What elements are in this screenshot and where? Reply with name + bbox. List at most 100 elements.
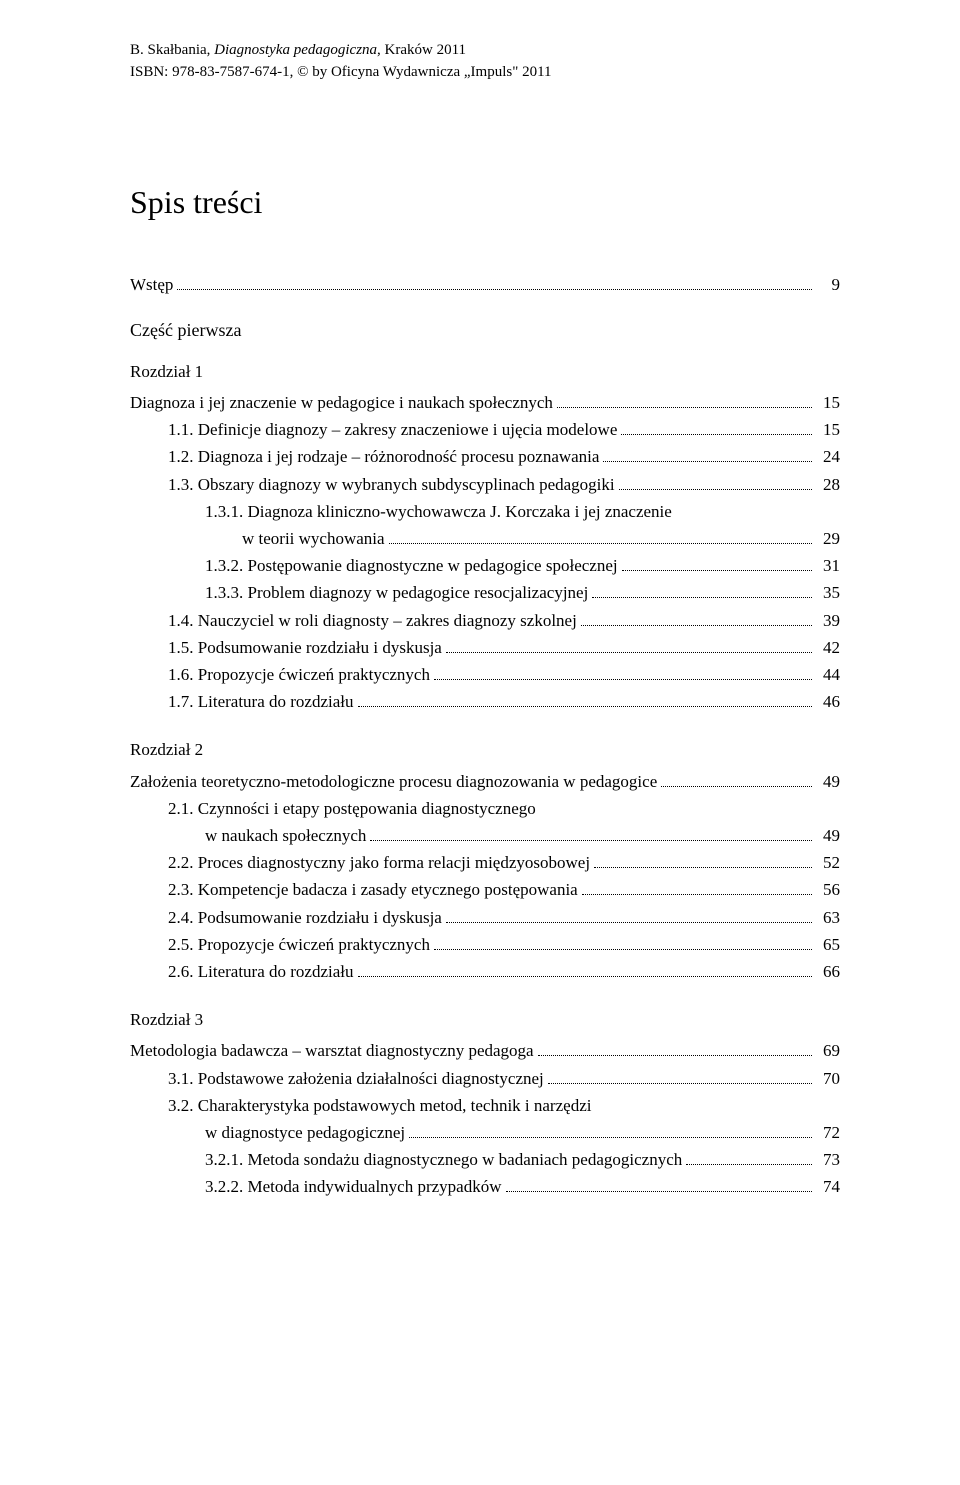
toc-page: 9 bbox=[816, 271, 840, 298]
toc-page: 24 bbox=[816, 443, 840, 470]
chapter-title-line: Założenia teoretyczno-metodologiczne pro… bbox=[130, 768, 840, 795]
toc-entry: 3.2. Charakterystyka podstawowych metod,… bbox=[130, 1092, 840, 1119]
toc-dots bbox=[557, 407, 812, 408]
toc-entry: 3.1. Podstawowe założenia działalności d… bbox=[130, 1065, 840, 1092]
toc-entry: 3.2.1. Metoda sondażu diagnostycznego w … bbox=[130, 1146, 840, 1173]
toc-dots bbox=[434, 949, 812, 950]
toc-dots bbox=[358, 976, 812, 977]
toc-label: 1.3.3. Problem diagnozy w pedagogice res… bbox=[205, 579, 588, 606]
toc-page: 29 bbox=[816, 525, 840, 552]
toc-page: 56 bbox=[816, 876, 840, 903]
toc-label: 3.2.2. Metoda indywidualnych przypadków bbox=[205, 1173, 502, 1200]
toc-label: 2.1. Czynności i etapy postępowania diag… bbox=[168, 795, 536, 822]
toc-page: 69 bbox=[816, 1037, 840, 1064]
toc-page: 73 bbox=[816, 1146, 840, 1173]
toc-dots bbox=[594, 867, 812, 868]
toc-entry: 1.3.1. Diagnoza kliniczno-wychowawcza J.… bbox=[130, 498, 840, 525]
toc-dots bbox=[177, 289, 812, 290]
toc-label: w teorii wychowania bbox=[242, 525, 385, 552]
toc-page: 49 bbox=[816, 822, 840, 849]
toc-entry: 1.5. Podsumowanie rozdziału i dyskusja 42 bbox=[130, 634, 840, 661]
toc-page: 46 bbox=[816, 688, 840, 715]
toc-label: 1.2. Diagnoza i jej rodzaje – różnorodno… bbox=[168, 443, 599, 470]
toc-label: 2.2. Proces diagnostyczny jako forma rel… bbox=[168, 849, 590, 876]
toc-dots bbox=[582, 894, 812, 895]
toc-label: Metodologia badawcza – warsztat diagnost… bbox=[130, 1037, 534, 1064]
toc-page: 74 bbox=[816, 1173, 840, 1200]
toc-entry-cont: w teorii wychowania 29 bbox=[130, 525, 840, 552]
toc-dots bbox=[619, 489, 812, 490]
toc-title: Spis treści bbox=[130, 184, 840, 221]
toc-dots bbox=[434, 679, 812, 680]
toc-page: 39 bbox=[816, 607, 840, 634]
toc-label: w diagnostyce pedagogicznej bbox=[205, 1119, 405, 1146]
citation-line-1: B. Skałbania, Diagnostyka pedagogiczna, … bbox=[130, 40, 840, 62]
toc-page: 31 bbox=[816, 552, 840, 579]
toc-label: Diagnoza i jej znaczenie w pedagogice i … bbox=[130, 389, 553, 416]
toc-page: 52 bbox=[816, 849, 840, 876]
toc-page: 44 bbox=[816, 661, 840, 688]
toc-page: 15 bbox=[816, 389, 840, 416]
toc-entry: 1.4. Nauczyciel w roli diagnosty – zakre… bbox=[130, 607, 840, 634]
citation-line-2: ISBN: 978-83-7587-674-1, © by Oficyna Wy… bbox=[130, 62, 840, 84]
toc-dots bbox=[446, 652, 812, 653]
toc-label: 1.1. Definicje diagnozy – zakresy znacze… bbox=[168, 416, 617, 443]
toc-entry: 2.6. Literatura do rozdziału66 bbox=[130, 958, 840, 985]
toc-dots bbox=[389, 543, 812, 544]
toc-label: 3.1. Podstawowe założenia działalności d… bbox=[168, 1065, 544, 1092]
toc-page: 70 bbox=[816, 1065, 840, 1092]
toc-entry: 2.1. Czynności i etapy postępowania diag… bbox=[130, 795, 840, 822]
toc-label: 3.2. Charakterystyka podstawowych metod,… bbox=[168, 1092, 591, 1119]
toc-entry: 2.5. Propozycje ćwiczeń praktycznych 65 bbox=[130, 931, 840, 958]
toc-dots bbox=[592, 597, 812, 598]
toc-page: 65 bbox=[816, 931, 840, 958]
toc-label: 1.4. Nauczyciel w roli diagnosty – zakre… bbox=[168, 607, 577, 634]
chapter-title-line: Metodologia badawcza – warsztat diagnost… bbox=[130, 1037, 840, 1064]
toc-dots bbox=[621, 434, 812, 435]
toc-entry: 1.6. Propozycje ćwiczeń praktycznych 44 bbox=[130, 661, 840, 688]
toc-label: Założenia teoretyczno-metodologiczne pro… bbox=[130, 768, 657, 795]
chapter-1: Rozdział 1 Diagnoza i jej znaczenie w pe… bbox=[130, 359, 840, 716]
toc-page: 42 bbox=[816, 634, 840, 661]
toc-page: 63 bbox=[816, 904, 840, 931]
toc-label: 1.3.1. Diagnoza kliniczno-wychowawcza J.… bbox=[205, 498, 672, 525]
toc-entry: 1.7. Literatura do rozdziału 46 bbox=[130, 688, 840, 715]
toc-entry-wstep: Wstęp 9 bbox=[130, 271, 840, 298]
citation-post: , Kraków 2011 bbox=[377, 42, 466, 58]
toc-label: 2.3. Kompetencje badacza i zasady etyczn… bbox=[168, 876, 578, 903]
toc-dots bbox=[686, 1164, 812, 1165]
toc-entry: 2.2. Proces diagnostyczny jako forma rel… bbox=[130, 849, 840, 876]
toc-entry-cont: w naukach społecznych 49 bbox=[130, 822, 840, 849]
toc-dots bbox=[548, 1083, 812, 1084]
toc-entry: 1.3.2. Postępowanie diagnostyczne w peda… bbox=[130, 552, 840, 579]
toc-label: 3.2.1. Metoda sondażu diagnostycznego w … bbox=[205, 1146, 682, 1173]
chapter-3: Rozdział 3 Metodologia badawcza – warszt… bbox=[130, 1007, 840, 1200]
toc-entry: 3.2.2. Metoda indywidualnych przypadków 7… bbox=[130, 1173, 840, 1200]
toc-dots bbox=[506, 1191, 813, 1192]
toc-label: 1.7. Literatura do rozdziału bbox=[168, 688, 354, 715]
toc-dots bbox=[409, 1137, 812, 1138]
toc-label: 1.3. Obszary diagnozy w wybranych subdys… bbox=[168, 471, 615, 498]
toc-label: 2.5. Propozycje ćwiczeń praktycznych bbox=[168, 931, 430, 958]
chapter-heading: Rozdział 1 bbox=[130, 359, 840, 385]
toc-entry: 1.3. Obszary diagnozy w wybranych subdys… bbox=[130, 471, 840, 498]
toc-page: 49 bbox=[816, 768, 840, 795]
chapter-2: Rozdział 2 Założenia teoretyczno-metodol… bbox=[130, 737, 840, 985]
toc-label: 1.6. Propozycje ćwiczeń praktycznych bbox=[168, 661, 430, 688]
header-citation: B. Skałbania, Diagnostyka pedagogiczna, … bbox=[130, 40, 840, 84]
citation-author: B. Skałbania, bbox=[130, 42, 214, 58]
toc-label: 1.3.2. Postępowanie diagnostyczne w peda… bbox=[205, 552, 618, 579]
toc-page: 35 bbox=[816, 579, 840, 606]
toc-entry: 2.4. Podsumowanie rozdziału i dyskusja63 bbox=[130, 904, 840, 931]
toc-label: w naukach społecznych bbox=[205, 822, 366, 849]
toc-dots bbox=[661, 786, 812, 787]
chapter-title-line: Diagnoza i jej znaczenie w pedagogice i … bbox=[130, 389, 840, 416]
toc-page: 15 bbox=[816, 416, 840, 443]
toc-page: 72 bbox=[816, 1119, 840, 1146]
toc-dots bbox=[622, 570, 812, 571]
citation-title: Diagnostyka pedagogiczna bbox=[214, 42, 377, 58]
toc-label: 2.6. Literatura do rozdziału bbox=[168, 958, 354, 985]
toc-entry: 1.1. Definicje diagnozy – zakresy znacze… bbox=[130, 416, 840, 443]
toc-label: 1.5. Podsumowanie rozdziału i dyskusja bbox=[168, 634, 442, 661]
toc-entry: 2.3. Kompetencje badacza i zasady etyczn… bbox=[130, 876, 840, 903]
